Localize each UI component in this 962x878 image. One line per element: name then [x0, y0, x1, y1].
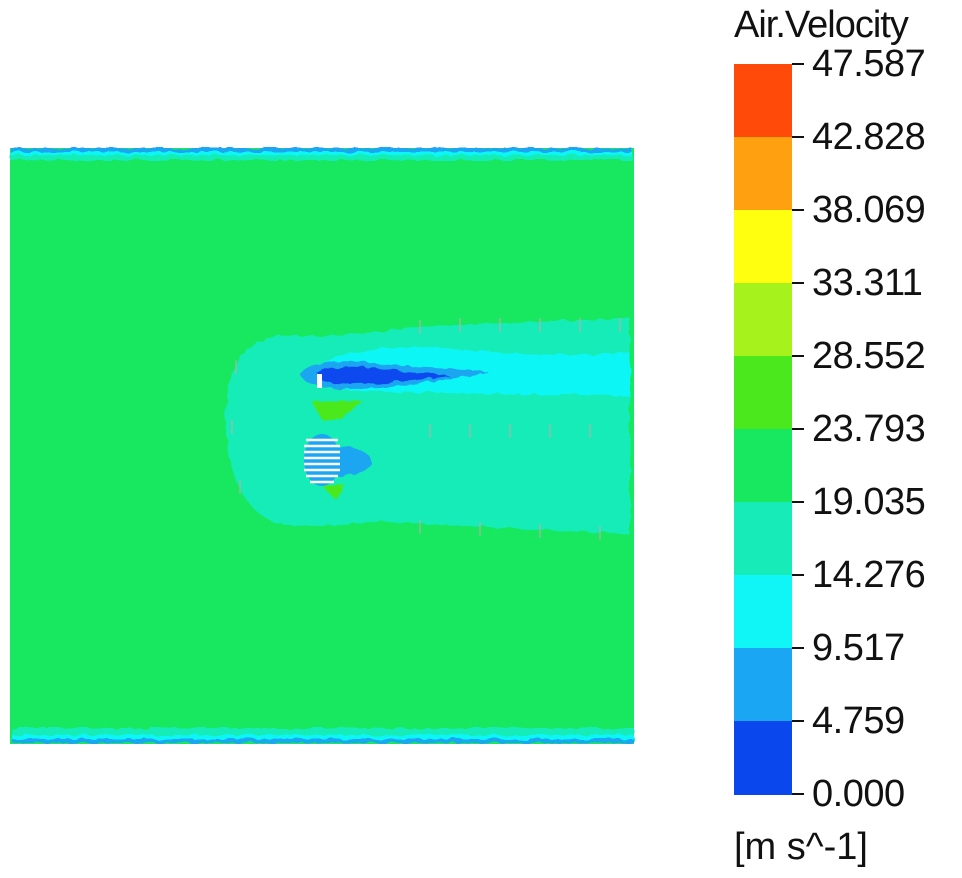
legend-swatch: [734, 502, 792, 576]
legend-swatch: [734, 721, 792, 795]
legend-tick-label: 42.828: [812, 116, 926, 158]
legend-tick: [792, 501, 804, 503]
bottom-boundary-layer: [12, 728, 634, 743]
top-boundary-layer: [10, 148, 632, 160]
legend-tick: [792, 355, 804, 357]
wake-region: [225, 318, 631, 534]
legend-title: Air.Velocity: [734, 4, 909, 46]
legend-swatch: [734, 64, 792, 138]
legend-tick: [792, 647, 804, 649]
legend-tick: [792, 720, 804, 722]
legend-swatch: [734, 648, 792, 722]
legend-units: [m s^-1]: [734, 826, 868, 868]
legend-swatch: [734, 283, 792, 357]
legend-tick: [792, 574, 804, 576]
legend-swatch: [734, 575, 792, 649]
legend-tick: [792, 209, 804, 211]
mesh-artifacts: [231, 318, 621, 540]
legend-tick-label: 14.276: [812, 554, 926, 596]
legend-tick-label: 9.517: [812, 627, 905, 669]
legend-swatch: [734, 210, 792, 284]
legend-tick-label: 38.069: [812, 189, 926, 231]
legend-swatch: [734, 356, 792, 430]
legend-tick-label: 19.035: [812, 481, 926, 523]
legend-tick: [792, 428, 804, 430]
body-object: [304, 374, 340, 486]
legend-tick: [792, 136, 804, 138]
color-legend-bar: [734, 64, 792, 795]
legend-tick: [792, 793, 804, 795]
legend-tick-label: 23.793: [812, 408, 926, 450]
legend-tick: [792, 63, 804, 65]
legend-swatch: [734, 137, 792, 211]
legend-tick-label: 4.759: [812, 700, 905, 742]
legend-tick-label: 0.000: [812, 773, 905, 815]
legend-swatch: [734, 429, 792, 503]
legend-tick-label: 33.311: [812, 262, 923, 304]
legend-tick: [792, 282, 804, 284]
legend-tick-label: 47.587: [812, 43, 926, 85]
velocity-contour-plot: [10, 148, 634, 744]
legend-tick-label: 28.552: [812, 335, 926, 377]
